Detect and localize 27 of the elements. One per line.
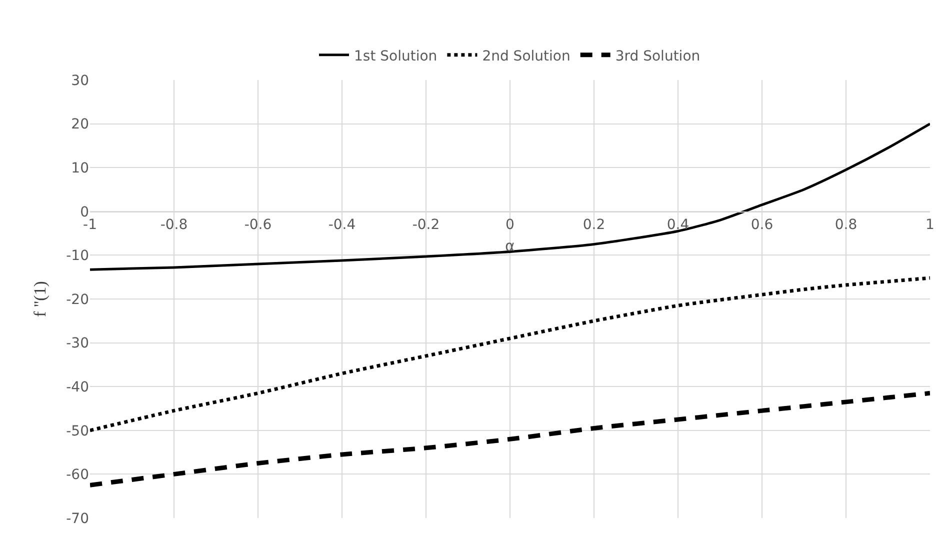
y-axis-title: f ''(1)	[30, 281, 50, 317]
x-tick-label: -0.6	[244, 217, 272, 234]
y-tick-label: 10	[71, 160, 89, 176]
x-tick-label: 0.6	[750, 217, 774, 234]
y-tick-label: -10	[66, 248, 89, 264]
x-tick-label: 0	[506, 217, 514, 234]
x-tick-label: 0.8	[834, 217, 858, 234]
x-tick-label: -0.8	[160, 217, 188, 234]
x-tick-label: -0.2	[412, 217, 440, 234]
y-tick-label: -20	[66, 292, 89, 308]
x-tick-label: 1	[926, 217, 934, 234]
y-tick-label: 30	[71, 72, 89, 89]
y-tick-label: 20	[71, 116, 89, 133]
x-tick-label: 0.4	[666, 217, 690, 234]
line-series	[90, 276, 930, 432]
y-tick-label: -40	[66, 380, 89, 396]
legend-label: 3rd Solution	[615, 48, 700, 64]
x-tick-label: -0.4	[328, 217, 356, 234]
x-tick-label: 0.2	[582, 217, 606, 234]
legend-label: 2nd Solution	[482, 48, 570, 64]
legend-label: 1st Solution	[354, 48, 438, 64]
y-tick-label: -50	[66, 423, 89, 440]
x-axis-title: α	[505, 237, 516, 256]
line-series	[90, 390, 930, 488]
y-tick-label: -60	[66, 467, 89, 484]
y-tick-label: -70	[66, 510, 89, 527]
y-tick-label: -30	[66, 336, 89, 352]
